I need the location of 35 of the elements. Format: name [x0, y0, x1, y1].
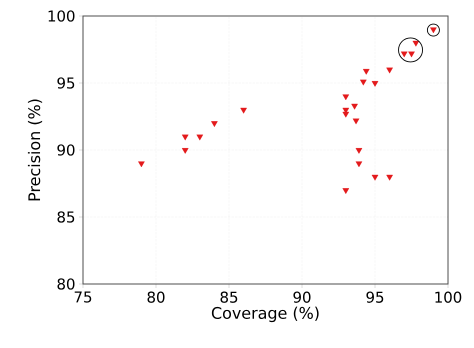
point: [211, 121, 218, 127]
point: [342, 94, 350, 100]
point: [138, 161, 145, 168]
point: [386, 68, 393, 74]
y-tick-label: 85: [57, 211, 74, 223]
point: [196, 134, 204, 140]
y-tick-label: 90: [57, 144, 74, 156]
point: [372, 81, 378, 87]
point: [408, 52, 415, 58]
point: [351, 104, 358, 110]
x-tick-label: 90: [293, 292, 311, 303]
point: [240, 108, 247, 114]
x-tick-label: 100: [435, 292, 462, 303]
x-tick-label: 85: [220, 292, 238, 303]
point: [412, 40, 420, 47]
y-tick-label: 80: [57, 278, 74, 290]
point: [182, 148, 189, 154]
point: [342, 112, 350, 118]
x-tick-label: 80: [148, 292, 165, 303]
point: [356, 161, 362, 168]
y-tick-label: 95: [57, 77, 74, 89]
x-axis-title: Coverage (%): [212, 306, 319, 322]
point: [360, 80, 367, 86]
point: [400, 52, 408, 58]
point: [182, 134, 189, 140]
point: [352, 118, 360, 124]
point: [362, 68, 370, 75]
point: [386, 174, 393, 181]
point: [356, 148, 362, 154]
x-tick-label: 75: [74, 292, 92, 303]
point: [372, 174, 378, 181]
point: [342, 188, 350, 194]
x-tick-label: 95: [366, 292, 384, 303]
y-tick-label: 100: [48, 10, 74, 22]
y-axis-title: Precision (%): [28, 99, 42, 200]
